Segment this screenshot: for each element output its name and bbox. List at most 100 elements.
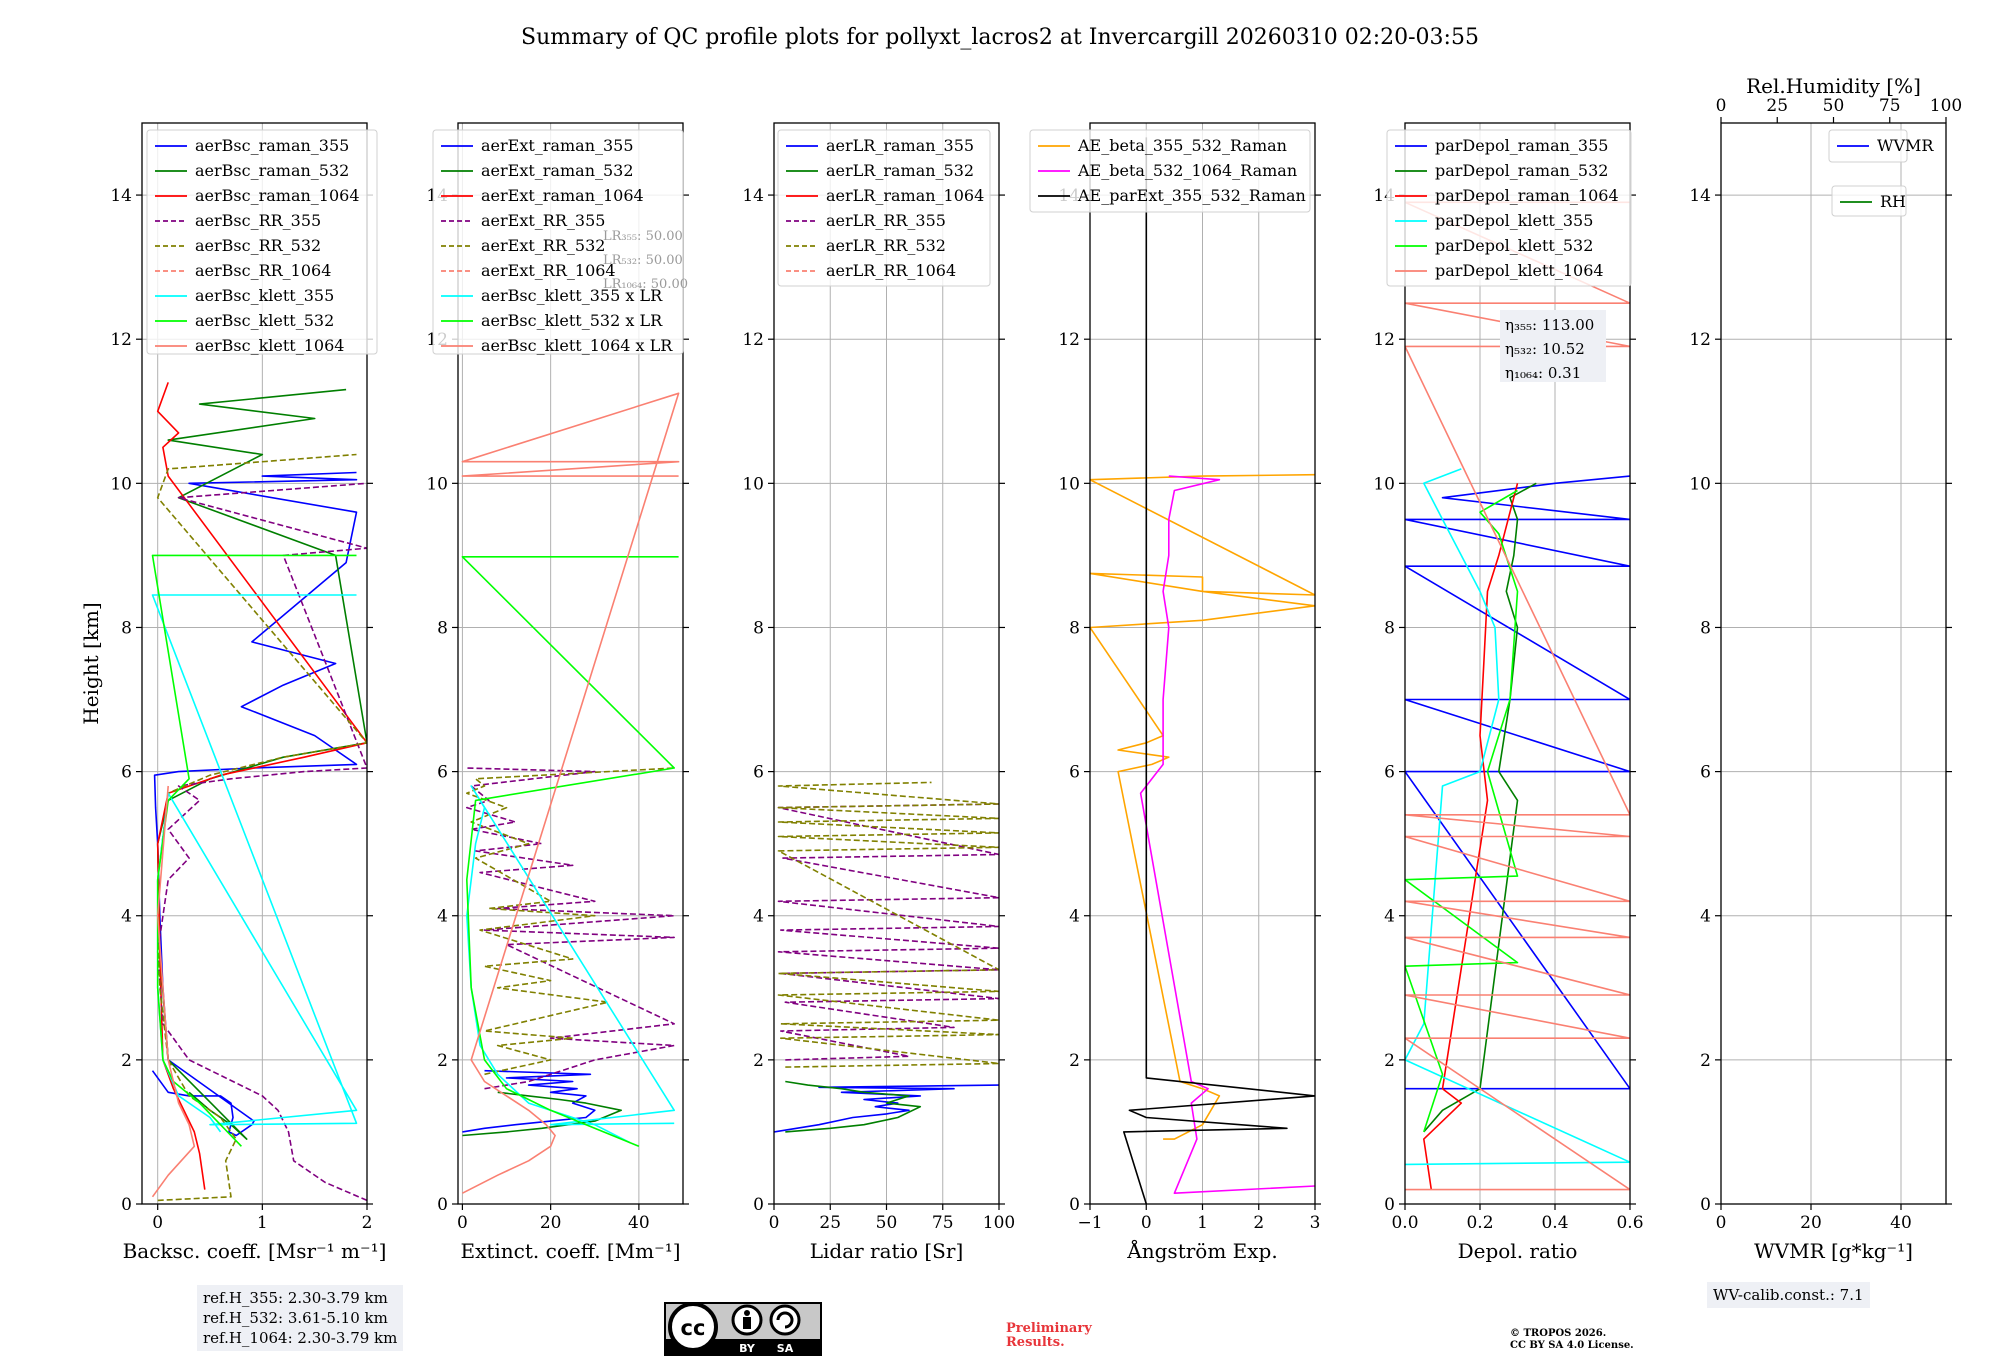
y-tick-label: 8 (437, 618, 448, 638)
reference-height-box: ref.H_355: 2.30-3.79 km ref.H_532: 3.61-… (197, 1285, 404, 1351)
annotation-depol: η₃₅₅: 113.00 η₅₃₂: 10.52 η₁₀₆₄: 0.31 (1500, 310, 1606, 382)
legend-ext: aerExt_raman_355 aerExt_raman_532 aerExt_r… (432, 129, 684, 355)
series-line-aerbsc-klett-532-x-lr (461, 555, 679, 1148)
series-group-ext (461, 392, 680, 1194)
ref-height-532: ref.H_532: 3.61-5.10 km (203, 1309, 388, 1327)
series-line-aerbsc-klett-355-x-lr (465, 785, 676, 1144)
ticks-ae: −1012302468101214 (1058, 186, 1321, 1233)
legend-label: parDepol_klett_355 (1435, 211, 1593, 230)
y-tick-label: 2 (437, 1051, 448, 1071)
series-line-pardepol-raman-532 (1423, 482, 1537, 1133)
legend-label: aerBsc_klett_355 x LR (481, 286, 663, 305)
x-tick-label: −1 (1077, 1213, 1102, 1233)
series-line-ae-parext-355-532-raman (1123, 137, 1315, 1204)
legend-bsc: aerBsc_raman_355 aerBsc_raman_532 aerBsc_r… (146, 129, 378, 355)
legend-label: AE_parExt_355_532_Raman (1077, 186, 1306, 205)
y-tick-label: 2 (1069, 1051, 1080, 1071)
copyright-notice: © TROPOS 2026. CC BY SA 4.0 License. (1510, 1328, 1634, 1352)
x-tick-label: 100 (983, 1213, 1015, 1233)
legend-label: aerBsc_RR_532 (195, 236, 321, 255)
y-tick-label: 6 (437, 763, 448, 783)
y-tick-label: 0 (437, 1195, 448, 1215)
legend-depol: parDepol_raman_355 parDepol_raman_532 parD… (1386, 129, 1632, 287)
legend-lr: aerLR_raman_355 aerLR_raman_532 aerLR_rama… (777, 129, 991, 287)
annotation-line: LR₃₅₅: 50.00 (603, 229, 683, 244)
plot-frame-ext (457, 122, 684, 1205)
x-tick-label: 0 (769, 1213, 780, 1233)
ticks-wv: 0 20 40 0 2 4 6 8 10 12 14 0 25 50 75 100 (1689, 96, 1962, 1233)
panel-ext: 0204002468101214Extinct. coeff. [Mm⁻¹]ae… (426, 122, 689, 1263)
y-tick-label: 8 (1384, 618, 1395, 638)
legend-label: aerLR_RR_1064 (826, 261, 956, 280)
top-x-tick-label: 25 (1766, 96, 1788, 116)
x-tick-label: 0.2 (1466, 1213, 1493, 1233)
sa-share-icon (769, 1304, 801, 1336)
cc-license-badge: cc BY SA (664, 1302, 822, 1356)
y-tick-label: 4 (1384, 907, 1395, 927)
y-tick-label: 12 (1058, 330, 1080, 350)
series-line-pardepol-klett-355 (1405, 468, 1630, 1166)
ref-height-355: ref.H_355: 2.30-3.79 km (203, 1289, 388, 1307)
y-tick-label: 4 (753, 907, 764, 927)
series-line-aerbsc-raman-532 (156, 388, 367, 1140)
annotation-line: η₃₅₅: 113.00 (1505, 316, 1594, 334)
top-x-tick-label: 100 (1930, 96, 1962, 116)
y-tick-label: 8 (753, 618, 764, 638)
top-x-axis-label: Rel.Humidity [%] (1746, 74, 1921, 98)
legend-label: aerExt_raman_1064 (481, 186, 644, 205)
series-line-aerlr-raman-532 (785, 1080, 922, 1133)
legend-label: AE_beta_532_1064_Raman (1077, 161, 1297, 180)
legend-label: aerLR_raman_532 (826, 161, 974, 180)
plot-frame-wv (1720, 122, 1947, 1205)
x-tick-label: 40 (628, 1213, 650, 1233)
x-axis-label-bsc: Backsc. coeff. [Msr⁻¹ m⁻¹] (123, 1239, 387, 1263)
y-tick-label: 14 (742, 186, 764, 206)
y-tick-label: 10 (1689, 474, 1711, 494)
legend-label: aerExt_RR_532 (481, 236, 605, 255)
legend-label: parDepol_raman_532 (1435, 161, 1608, 180)
x-tick-label: 20 (540, 1213, 562, 1233)
legend-label: parDepol_klett_532 (1435, 236, 1593, 255)
legend-label: aerExt_raman_355 (481, 136, 634, 155)
copyright-line-2: CC BY SA 4.0 License. (1510, 1340, 1634, 1351)
y-tick-label: 0 (1700, 1195, 1711, 1215)
y-tick-label: 10 (1373, 474, 1395, 494)
ticks-lr: 0 25 50 75 100 0 2 4 6 8 10 12 14 (742, 186, 1015, 1233)
legend-label: aerExt_raman_532 (481, 161, 634, 180)
y-tick-label: 8 (121, 618, 132, 638)
x-tick-label: 0 (152, 1213, 163, 1233)
y-tick-label: 6 (1384, 763, 1395, 783)
copyright-line-1: © TROPOS 2026. (1510, 1328, 1607, 1339)
y-tick-label: 2 (1700, 1051, 1711, 1071)
x-tick-label: 25 (819, 1213, 841, 1233)
legend-label: aerBsc_RR_355 (195, 211, 321, 230)
y-tick-label: 10 (742, 474, 764, 494)
legend-label: aerBsc_raman_355 (195, 136, 349, 155)
x-tick-label: 0 (1141, 1213, 1152, 1233)
x-tick-label: 50 (876, 1213, 898, 1233)
y-tick-label: 0 (1069, 1195, 1080, 1215)
annotation-ext: LR₃₅₅: 50.00 LR₅₃₂: 50.00 LR₁₀₆₄: 50.00 (603, 229, 688, 292)
by-label: BY (739, 1342, 756, 1355)
sa-arrow (776, 1311, 794, 1329)
y-tick-label: 8 (1069, 618, 1080, 638)
by-person-head (744, 1310, 750, 1316)
legend-label: RH (1880, 192, 1906, 211)
series-line-pardepol-raman-1064 (1423, 483, 1519, 1190)
series-line-aerlr-raman-355 (774, 1084, 999, 1133)
y-tick-label: 10 (110, 474, 132, 494)
x-tick-label: 40 (1890, 1213, 1912, 1233)
y-tick-label: 12 (742, 330, 764, 350)
legend-frame (432, 129, 684, 355)
y-tick-label: 0 (1384, 1195, 1395, 1215)
series-group-bsc (151, 382, 367, 1202)
preliminary-notice: Preliminary Results. (1006, 1322, 1092, 1350)
x-axis-label-lr: Lidar ratio [Sr] (810, 1239, 964, 1263)
legend-label: aerBsc_klett_1064 x LR (481, 336, 673, 355)
panel-wv: 0 20 40 0 2 4 6 8 10 12 14 0 25 50 75 100 WVMR [g*kg⁻¹] R… (1689, 74, 1962, 1263)
y-tick-label: 12 (110, 330, 132, 350)
legend-rh: RH (1831, 185, 1907, 217)
legend-label: aerLR_raman_1064 (826, 186, 984, 205)
